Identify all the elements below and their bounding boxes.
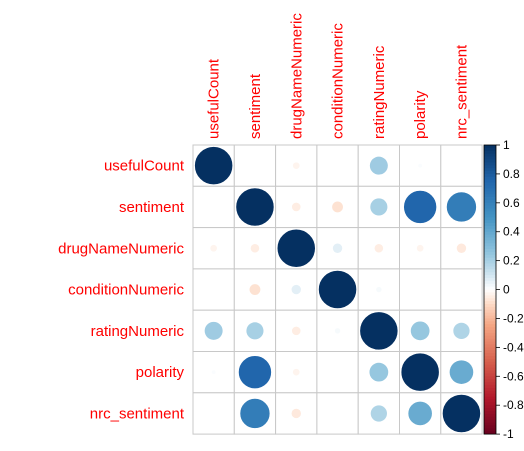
grid-cell — [192, 185, 235, 229]
correlation-grid — [192, 144, 483, 435]
grid-cell — [316, 144, 359, 187]
grid-cell — [440, 144, 483, 187]
correlation-circle-conditionNumeric-drugNameNumeric — [291, 284, 301, 295]
row-label-usefulCount: usefulCount — [104, 158, 185, 175]
color-legend: 1 0.8 0.6 0.4 0.2 0 -0.2 -0.4 -0.6 -0.8 -1 — [483, 138, 524, 441]
column-label-conditionNumeric: conditionNumeric — [330, 23, 347, 139]
correlation-circle-polarity-sentiment — [237, 355, 272, 390]
correlation-circle-sentiment-sentiment — [235, 187, 275, 227]
correlation-circle-sentiment-polarity — [403, 189, 438, 224]
correlation-circle-usefulCount-usefulCount — [194, 146, 234, 186]
colorbar-tick-label: 0.4 — [503, 225, 520, 239]
grid-cell — [440, 268, 483, 311]
correlation-circle-ratingNumeric-polarity — [410, 321, 430, 341]
correlation-circle-drugNameNumeric-conditionNumeric — [332, 243, 343, 253]
row-labels: usefulCount sentiment drugNameNumeric condi… — [58, 158, 185, 423]
correlation-circles — [194, 146, 482, 434]
correlation-circle-ratingNumeric-drugNameNumeric — [291, 326, 301, 336]
correlation-circle-ratingNumeric-ratingNumeric — [359, 311, 399, 351]
grid-cell — [233, 144, 277, 187]
column-labels: usefulCount sentiment drugNameNumeric condi… — [206, 13, 471, 139]
colorbar-tick-label: 1 — [503, 138, 510, 152]
correlation-circle-sentiment-ratingNumeric — [370, 198, 388, 216]
correlation-circle-ratingNumeric-sentiment — [246, 322, 264, 340]
colorbar-tick-label: -0.2 — [503, 311, 524, 325]
column-label-ratingNumeric: ratingNumeric — [371, 45, 388, 139]
column-label-nrc_sentiment: nrc_sentiment — [453, 44, 470, 139]
row-label-drugNameNumeric: drugNameNumeric — [58, 240, 184, 257]
grid-cell — [399, 268, 442, 311]
correlation-circle-drugNameNumeric-usefulCount — [210, 244, 217, 252]
colorbar-tick-label: 0.6 — [503, 196, 520, 210]
correlation-circle-polarity-drugNameNumeric — [292, 368, 300, 376]
colorbar-tick-label: -0.8 — [503, 398, 524, 412]
grid-cell — [316, 351, 359, 394]
row-label-polarity: polarity — [136, 364, 185, 381]
column-label-polarity: polarity — [412, 90, 429, 139]
correlation-circle-conditionNumeric-sentiment — [249, 284, 261, 295]
correlation-circle-usefulCount-polarity — [418, 163, 423, 168]
correlation-circle-nrc_sentiment-sentiment — [239, 397, 271, 429]
colorbar-tick-label: -1 — [503, 427, 514, 441]
colorbar-tick-label: -0.6 — [503, 369, 524, 383]
correlation-circle-nrc_sentiment-nrc_sentiment — [441, 393, 482, 434]
column-label-drugNameNumeric: drugNameNumeric — [288, 13, 305, 139]
colorbar-tick-label: 0.2 — [503, 254, 520, 268]
colorbar-tick-label: 0 — [503, 283, 510, 297]
correlation-circle-ratingNumeric-conditionNumeric — [334, 328, 341, 334]
correlation-circle-polarity-nrc_sentiment — [449, 360, 474, 384]
correlation-circle-nrc_sentiment-ratingNumeric — [370, 405, 387, 422]
column-label-sentiment: sentiment — [247, 73, 264, 139]
row-label-conditionNumeric: conditionNumeric — [68, 282, 184, 299]
correlation-circle-drugNameNumeric-nrc_sentiment — [456, 243, 467, 253]
correlation-circle-sentiment-conditionNumeric — [332, 201, 343, 213]
grid-cell — [192, 268, 235, 311]
correlation-circle-conditionNumeric-conditionNumeric — [317, 269, 358, 310]
correlation-circle-drugNameNumeric-polarity — [416, 244, 424, 252]
row-label-ratingNumeric: ratingNumeric — [91, 323, 185, 340]
row-label-nrc_sentiment: nrc_sentiment — [90, 405, 185, 422]
correlation-circle-drugNameNumeric-sentiment — [250, 243, 260, 253]
grid-cell — [316, 392, 359, 435]
correlation-circle-usefulCount-drugNameNumeric — [292, 162, 300, 169]
colorbar-tick-label: 0.8 — [503, 167, 520, 181]
correlation-circle-polarity-ratingNumeric — [369, 362, 389, 382]
column-label-usefulCount: usefulCount — [206, 58, 223, 139]
colorbar-tick-label: -0.4 — [503, 340, 524, 354]
correlation-circle-drugNameNumeric-ratingNumeric — [374, 243, 384, 253]
correlation-circle-nrc_sentiment-polarity — [408, 401, 432, 426]
correlation-circle-drugNameNumeric-drugNameNumeric — [276, 228, 316, 268]
correlation-circle-conditionNumeric-ratingNumeric — [376, 286, 382, 293]
row-label-sentiment: sentiment — [119, 199, 185, 216]
correlation-circle-nrc_sentiment-drugNameNumeric — [291, 408, 301, 419]
correlation-circle-ratingNumeric-usefulCount — [204, 321, 223, 340]
correlation-circle-ratingNumeric-nrc_sentiment — [453, 322, 470, 339]
correlation-circle-polarity-usefulCount — [211, 370, 216, 375]
correlation-circle-polarity-polarity — [400, 352, 440, 392]
correlation-circle-sentiment-nrc_sentiment — [445, 191, 477, 223]
correlation-circle-sentiment-drugNameNumeric — [291, 202, 301, 212]
grid-cell — [192, 392, 235, 435]
correlation-circle-usefulCount-ratingNumeric — [369, 156, 388, 175]
